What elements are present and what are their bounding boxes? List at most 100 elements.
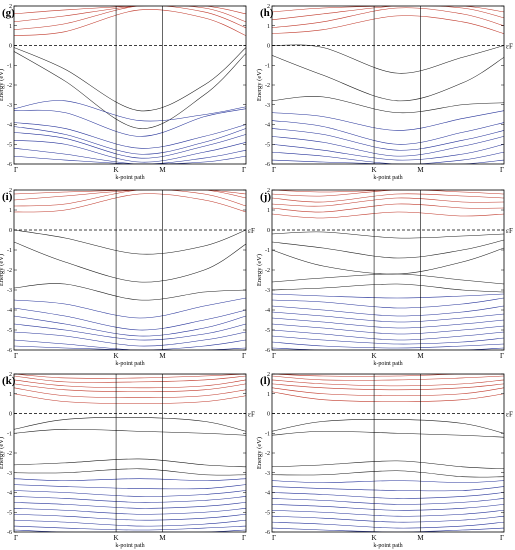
- valence-band-line: [272, 504, 504, 511]
- valence-band-line: [14, 283, 246, 301]
- valence-band-line: [272, 283, 504, 293]
- y-tick-label: -4: [265, 491, 270, 497]
- panel-label: (l): [260, 375, 271, 387]
- y-tick-label: -2: [265, 83, 270, 89]
- valence-band-line: [14, 529, 246, 532]
- valence-band-line: [272, 486, 504, 492]
- y-tick-label: -2: [265, 451, 270, 457]
- x-tick-label: Γ: [242, 166, 246, 174]
- conduction-band-line: [272, 190, 504, 193]
- y-tick-label: -2: [7, 451, 12, 457]
- valence-band-line: [14, 47, 246, 112]
- valence-band-line: [14, 147, 246, 164]
- valence-band-line: [14, 513, 246, 521]
- valence-band-line: [14, 132, 246, 159]
- x-tick-label: Γ: [242, 534, 246, 542]
- x-axis-label: k-point path: [115, 543, 144, 549]
- x-tick-label: Γ: [500, 534, 504, 542]
- fermi-level-label: εF: [506, 411, 513, 419]
- x-tick-label: M: [159, 352, 166, 360]
- y-tick-label: -6: [265, 348, 270, 354]
- valence-band-line: [14, 323, 246, 341]
- valence-band-line: [14, 458, 246, 468]
- y-tick-label: -1: [7, 431, 12, 437]
- valence-band-line: [272, 341, 504, 349]
- y-tick-label: 2: [9, 372, 12, 378]
- conduction-band-line: [14, 387, 246, 398]
- conduction-band-line: [272, 391, 504, 402]
- conduction-band-line: [272, 374, 504, 377]
- x-tick-label: K: [114, 352, 119, 360]
- valence-band-line: [272, 297, 504, 309]
- fermi-level-label: εF: [506, 227, 513, 235]
- valence-band-line: [272, 335, 504, 345]
- y-axis-label: Energy (eV): [256, 254, 263, 286]
- y-tick-label: -5: [265, 510, 270, 516]
- y-tick-label: 0: [9, 44, 12, 50]
- y-axis-label: Energy (eV): [0, 69, 5, 101]
- conduction-band-line: [272, 211, 504, 219]
- y-tick-label: 2: [267, 372, 270, 378]
- conduction-band-line: [272, 6, 504, 21]
- valence-band-line: [272, 498, 504, 505]
- valence-band-line: [272, 492, 504, 499]
- conduction-band-line: [14, 374, 246, 379]
- y-tick-label: -2: [7, 83, 12, 89]
- valence-band-line: [272, 128, 504, 151]
- x-axis-label: k-point path: [115, 175, 144, 181]
- conduction-band-line: [14, 393, 246, 404]
- y-tick-label: 0: [9, 412, 12, 418]
- valence-band-line: [272, 521, 504, 529]
- y-tick-label: -3: [7, 471, 12, 477]
- panel-label: (g): [2, 7, 15, 19]
- x-tick-label: Γ: [272, 352, 276, 360]
- plot-frame: [13, 189, 247, 351]
- y-tick-label: -5: [7, 510, 12, 516]
- y-tick-label: -3: [7, 288, 12, 294]
- valence-band-line: [14, 490, 246, 497]
- valence-band-line: [14, 155, 246, 164]
- conduction-band-line: [14, 6, 246, 30]
- y-tick-label: -2: [7, 268, 12, 274]
- x-tick-label: K: [372, 166, 377, 174]
- y-tick-label: 0: [267, 412, 270, 418]
- x-tick-label: Γ: [14, 166, 18, 174]
- conduction-band-line: [272, 15, 504, 34]
- valence-band-line: [14, 484, 246, 490]
- x-tick-label: Γ: [500, 352, 504, 360]
- valence-band-line: [272, 273, 504, 285]
- conduction-band-line: [14, 379, 246, 389]
- x-tick-label: Γ: [500, 166, 504, 174]
- valence-band-line: [272, 430, 504, 438]
- valence-band-line: [14, 51, 246, 129]
- valence-band-line: [14, 468, 246, 476]
- y-tick-label: -6: [265, 162, 270, 168]
- valence-band-line: [14, 307, 246, 331]
- band-panel: -6 -5 -4 -3 -2 -1 0 1 2 Γ K M Γk-point path Energy (e…: [0, 4, 247, 181]
- valence-band-line: [14, 508, 246, 515]
- valence-band-line: [14, 229, 246, 255]
- conduction-band-line: [14, 6, 246, 15]
- valence-band-line: [14, 140, 246, 163]
- conduction-band-line: [14, 190, 246, 195]
- y-axis-label: Energy (eV): [256, 437, 263, 469]
- band-panel: -6 -5 -4 -3 -2 -1 0 1 2 Γ K M Γk-point path Energy (e…: [0, 188, 255, 367]
- y-tick-label: 1: [267, 208, 270, 214]
- y-tick-label: 2: [267, 188, 270, 194]
- valence-band-line: [14, 519, 246, 527]
- y-tick-label: 2: [267, 4, 270, 10]
- band-panel: -6 -5 -4 -3 -2 -1 0 1 2 Γ K M Γk-point path Energy (e…: [0, 372, 255, 549]
- y-tick-label: -2: [265, 268, 270, 274]
- valence-band-line: [272, 293, 504, 299]
- valence-band-line: [272, 323, 504, 335]
- band-panel: -6 -5 -4 -3 -2 -1 0 1 2 Γ K M Γk-point path Energy (e…: [256, 188, 513, 367]
- y-tick-label: -1: [7, 63, 12, 69]
- valence-band-line: [14, 331, 246, 347]
- y-tick-label: -6: [7, 530, 12, 536]
- x-tick-label: K: [114, 166, 119, 174]
- x-tick-label: Γ: [242, 352, 246, 360]
- y-tick-label: -1: [265, 431, 270, 437]
- y-axis-label: Energy (eV): [0, 437, 5, 469]
- valence-band-line: [272, 151, 504, 164]
- valence-band-line: [272, 515, 504, 523]
